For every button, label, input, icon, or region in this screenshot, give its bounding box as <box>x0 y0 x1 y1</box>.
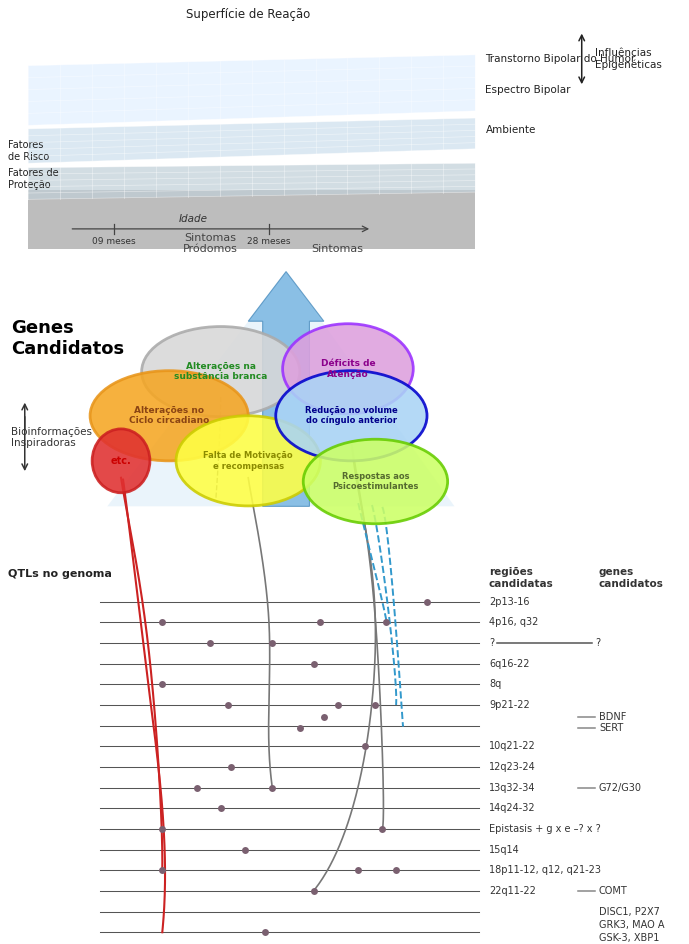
Text: 12q23-24: 12q23-24 <box>489 762 535 772</box>
Polygon shape <box>28 191 475 249</box>
Polygon shape <box>28 118 475 163</box>
Text: regiões
candidatas: regiões candidatas <box>489 567 554 589</box>
Text: Genes
Candidatos: Genes Candidatos <box>11 319 124 358</box>
Text: Sintomas: Sintomas <box>311 244 364 254</box>
Text: Transtorno Bipolar do Humor: Transtorno Bipolar do Humor <box>486 54 636 64</box>
Text: 6q16-22: 6q16-22 <box>489 659 529 668</box>
Text: 15q14: 15q14 <box>489 845 520 854</box>
Text: Alterações no
Ciclo circadiano: Alterações no Ciclo circadiano <box>129 406 209 426</box>
Text: Fatores
de Risco: Fatores de Risco <box>8 140 49 161</box>
Text: QTLs no genoma: QTLs no genoma <box>8 568 112 579</box>
Text: 8q: 8q <box>489 680 501 689</box>
Text: Redução no volume
do cíngulo anterior: Redução no volume do cíngulo anterior <box>305 406 398 426</box>
Text: Superfície de Reação: Superfície de Reação <box>186 8 310 22</box>
Text: Alterações na
substância branca: Alterações na substância branca <box>174 362 267 381</box>
Ellipse shape <box>90 371 248 461</box>
Text: COMT: COMT <box>599 885 628 896</box>
Text: SERT: SERT <box>599 723 623 733</box>
Ellipse shape <box>176 415 320 506</box>
Text: G72/G30: G72/G30 <box>599 783 642 793</box>
Text: GRK3, MAO A: GRK3, MAO A <box>599 919 664 930</box>
Text: Idade: Idade <box>178 214 207 224</box>
Text: Fatores de
Proteção: Fatores de Proteção <box>8 168 58 190</box>
Ellipse shape <box>282 324 413 413</box>
Text: BDNF: BDNF <box>599 712 626 722</box>
Text: 13q32-34: 13q32-34 <box>489 783 535 793</box>
Ellipse shape <box>142 327 300 416</box>
Text: etc.: etc. <box>111 456 132 465</box>
Text: 10q21-22: 10q21-22 <box>489 741 535 751</box>
Text: 2p13-16: 2p13-16 <box>489 597 529 607</box>
Polygon shape <box>248 272 324 506</box>
Text: Respostas aos
Psicoestimulantes: Respostas aos Psicoestimulantes <box>332 472 419 491</box>
Text: Déficits de
Atenção: Déficits de Atenção <box>320 359 376 379</box>
Text: genes
candidatos: genes candidatos <box>599 567 664 589</box>
Text: 9p21-22: 9p21-22 <box>489 700 530 710</box>
Polygon shape <box>28 55 475 126</box>
Text: Espectro Bipolar: Espectro Bipolar <box>486 85 571 95</box>
Ellipse shape <box>92 429 150 493</box>
Text: Bioinformações
Inspiradoras: Bioinformações Inspiradoras <box>11 427 92 448</box>
Text: 18p11-12, q12, q21-23: 18p11-12, q12, q21-23 <box>489 866 601 875</box>
Text: 14q24-32: 14q24-32 <box>489 803 535 814</box>
Text: ?: ? <box>595 638 601 648</box>
Text: Epistasis + g x e –? x ?: Epistasis + g x e –? x ? <box>489 824 601 834</box>
Text: 28 meses: 28 meses <box>247 237 291 246</box>
Text: 09 meses: 09 meses <box>92 237 136 246</box>
Text: Falta de Motivação
e recompensas: Falta de Motivação e recompensas <box>203 451 293 470</box>
Text: GSK-3, XBP1: GSK-3, XBP1 <box>599 933 659 943</box>
Text: Influências
Epigenéticas: Influências Epigenéticas <box>595 48 662 70</box>
Ellipse shape <box>276 371 427 461</box>
Text: Sintomas
Pródomos: Sintomas Pródomos <box>183 232 238 254</box>
Ellipse shape <box>303 439 448 524</box>
Text: 22q11-22: 22q11-22 <box>489 885 536 896</box>
Polygon shape <box>107 272 455 506</box>
Text: 4p16, q32: 4p16, q32 <box>489 617 538 628</box>
Polygon shape <box>28 163 475 199</box>
Text: Ambiente: Ambiente <box>486 126 536 135</box>
Text: DISC1, P2X7: DISC1, P2X7 <box>599 906 660 917</box>
Text: ?: ? <box>489 638 494 648</box>
